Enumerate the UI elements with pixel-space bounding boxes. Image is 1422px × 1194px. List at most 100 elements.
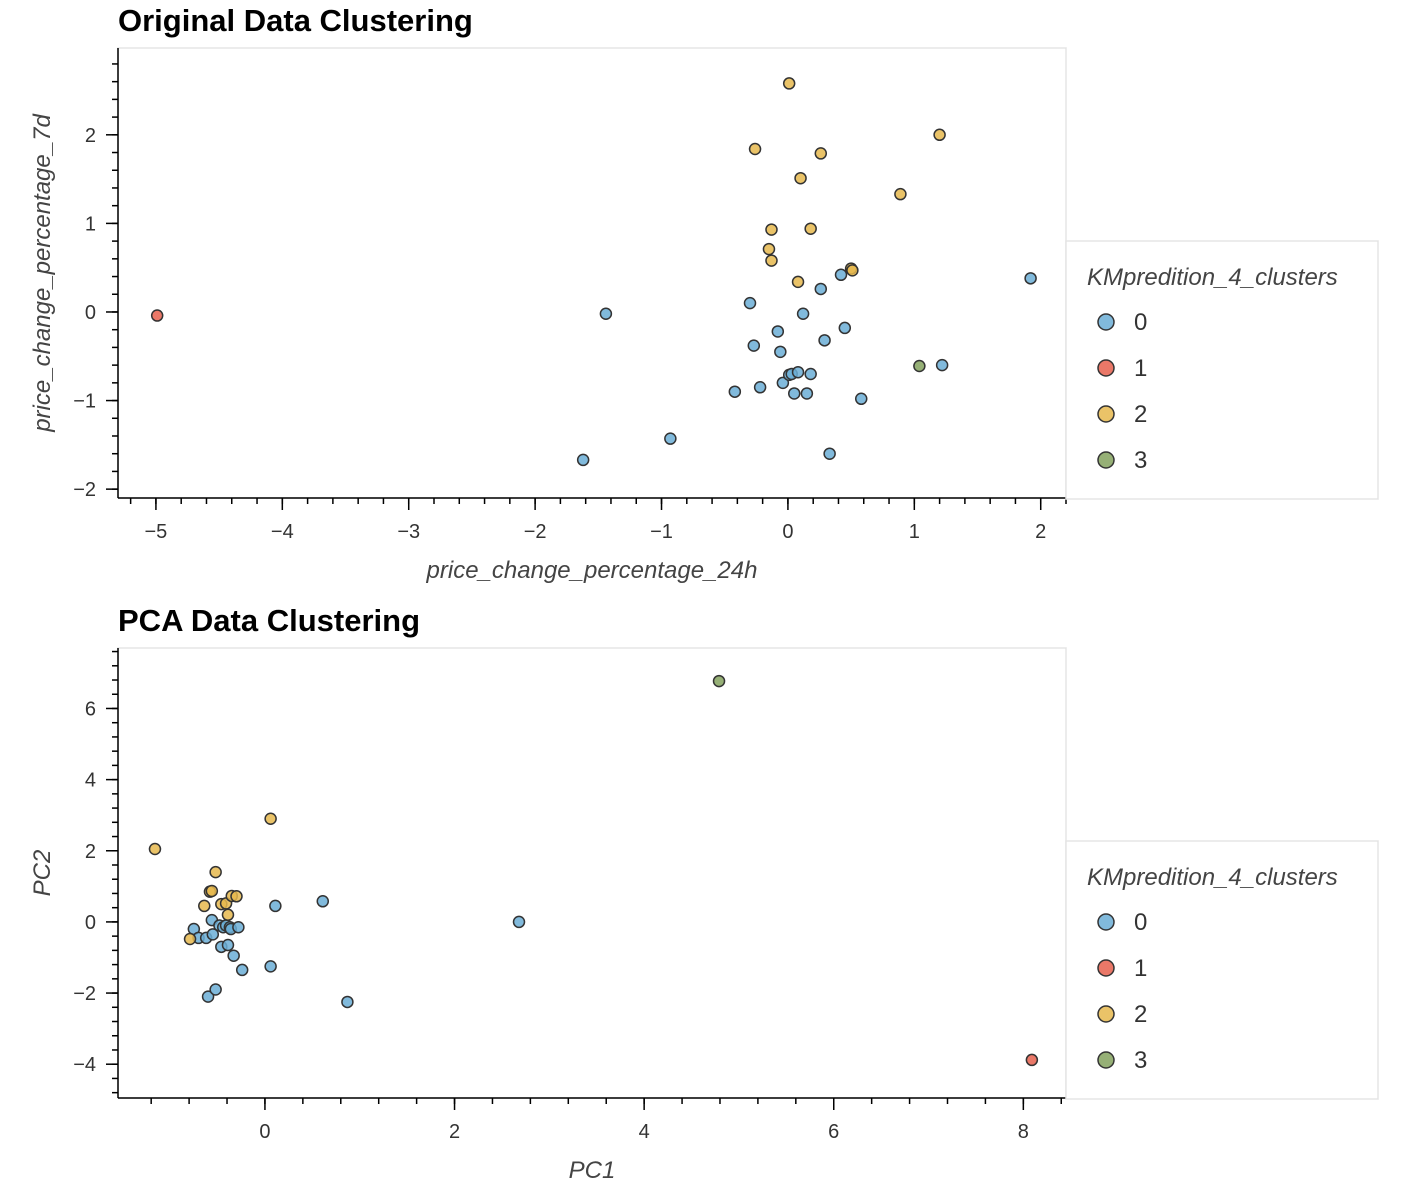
scatter-point-cluster-0 — [823, 447, 836, 460]
legend-marker-1[interactable] — [1097, 959, 1115, 977]
scatter-point-cluster-3 — [913, 359, 926, 373]
scatter-point-cluster-0 — [209, 983, 222, 996]
legend-label-2[interactable]: 2 — [1134, 401, 1147, 428]
legend-marker-3[interactable] — [1097, 451, 1115, 469]
scatter-point-cluster-0 — [791, 365, 805, 379]
y-axis-label: price_change_percentage_7d — [29, 114, 56, 433]
x-tick-label: −2 — [524, 521, 547, 543]
scatter-point-cluster-2 — [794, 171, 807, 185]
legend-title: KMpredition_4_clusters — [1087, 264, 1338, 291]
legend-marker-2[interactable] — [1097, 1005, 1115, 1023]
scatter-point-cluster-0 — [227, 949, 240, 962]
scatter-point-cluster-0 — [814, 282, 828, 296]
scatter-point-cluster-0 — [818, 334, 831, 347]
scatter-point-cluster-0 — [576, 453, 590, 467]
scatter-point-cluster-0 — [1024, 272, 1037, 285]
legend-box — [1065, 240, 1379, 500]
scatter-point-cluster-2 — [230, 890, 243, 903]
y-tick-label: 0 — [85, 302, 96, 324]
legend-label-1[interactable]: 1 — [1134, 355, 1147, 382]
x-tick-label: 0 — [259, 1121, 270, 1143]
x-tick-label: 2 — [1035, 521, 1046, 543]
y-axis-label: PC2 — [29, 850, 56, 897]
scatter-point-cluster-2 — [933, 128, 946, 142]
scatter-point-cluster-2 — [183, 932, 197, 946]
scatter-point-cluster-0 — [776, 376, 790, 390]
y-tick-label: −1 — [73, 391, 96, 413]
legend-marker-3[interactable] — [1097, 1051, 1115, 1069]
y-tick-label: −2 — [73, 983, 96, 1005]
scatter-point-cluster-2 — [894, 187, 907, 201]
x-tick-label: 4 — [639, 1121, 650, 1143]
legend-box — [1065, 840, 1379, 1100]
scatter-point-cluster-2 — [198, 899, 211, 913]
scatter-point-cluster-2 — [782, 77, 796, 90]
scatter-point-cluster-2 — [209, 865, 222, 879]
scatter-point-cluster-2 — [205, 884, 219, 898]
scatter-point-cluster-0 — [854, 392, 868, 406]
scatter-point-cluster-0 — [743, 296, 757, 310]
legend-label-1[interactable]: 1 — [1134, 955, 1147, 982]
y-tick-label: 2 — [85, 125, 96, 147]
scatter-point-cluster-2 — [814, 147, 828, 160]
scatter-point-cluster-0 — [221, 938, 235, 952]
scatter-point-cluster-2 — [762, 242, 776, 256]
scatter-point-cluster-0 — [747, 339, 761, 352]
scatter-point-cluster-0 — [232, 920, 245, 934]
legend-label-3[interactable]: 3 — [1134, 1047, 1147, 1074]
scatter-point-cluster-3 — [712, 674, 726, 688]
x-tick-label: 0 — [782, 521, 793, 543]
scatter-point-cluster-0 — [834, 268, 848, 282]
scatter-point-cluster-2 — [804, 222, 817, 235]
scatter-point-cluster-0 — [264, 960, 277, 973]
scatter-point-cluster-1 — [1025, 1053, 1039, 1067]
chart-0: Original Data Clustering −5 −4 −3 −2 −1 0 1 2 −2 −… — [29, 3, 1379, 584]
x-tick-label: −1 — [650, 521, 673, 543]
x-tick-label: 6 — [828, 1121, 839, 1143]
legend-title: KMpredition_4_clusters — [1087, 864, 1338, 891]
plot-frame — [117, 47, 1067, 499]
y-tick-label: 6 — [85, 698, 96, 720]
scatter-point-cluster-2 — [264, 812, 277, 826]
scatter-point-cluster-0 — [512, 915, 526, 929]
scatter-point-cluster-2 — [846, 264, 859, 277]
y-tick-label: −2 — [73, 479, 96, 501]
y-tick-label: 1 — [85, 213, 96, 235]
x-axis-label: price_change_percentage_24h — [426, 557, 758, 584]
scatter-point-cluster-2 — [748, 142, 762, 156]
scatter-point-cluster-0 — [771, 325, 785, 338]
scatter-point-cluster-0 — [753, 381, 767, 394]
legend-marker-0[interactable] — [1097, 913, 1115, 931]
chart-title: PCA Data Clustering — [118, 603, 420, 638]
x-tick-label: 2 — [449, 1121, 460, 1143]
y-tick-label: −4 — [73, 1054, 96, 1076]
legend-marker-0[interactable] — [1097, 313, 1115, 331]
scatter-point-cluster-0 — [796, 307, 810, 320]
y-tick-label: 0 — [85, 912, 96, 934]
scatter-point-cluster-0 — [728, 385, 742, 398]
legend-label-0[interactable]: 0 — [1134, 909, 1147, 936]
x-tick-label: 8 — [1018, 1121, 1029, 1143]
scatter-point-cluster-0 — [838, 321, 852, 335]
x-tick-label: −4 — [271, 521, 294, 543]
scatter-point-cluster-0 — [935, 358, 949, 372]
scatter-point-cluster-0 — [800, 387, 814, 400]
legend-marker-1[interactable] — [1097, 359, 1115, 377]
chart-title: Original Data Clustering — [118, 3, 473, 38]
legend-marker-2[interactable] — [1097, 405, 1115, 423]
x-tick-label: −5 — [145, 521, 168, 543]
scatter-point-cluster-0 — [787, 387, 801, 400]
scatter-point-cluster-0 — [235, 963, 249, 977]
scatter-point-cluster-2 — [148, 842, 162, 856]
y-tick-label: 4 — [85, 770, 96, 792]
legend-label-0[interactable]: 0 — [1134, 309, 1147, 336]
scatter-point-cluster-2 — [765, 254, 778, 267]
legend-label-2[interactable]: 2 — [1134, 1001, 1147, 1028]
scatter-point-cluster-0 — [774, 345, 787, 359]
x-tick-label: −3 — [397, 521, 420, 543]
x-axis-label: PC1 — [569, 1157, 616, 1184]
scatter-point-cluster-2 — [765, 223, 778, 236]
plot-frame — [117, 647, 1067, 1099]
legend-label-3[interactable]: 3 — [1134, 447, 1147, 474]
